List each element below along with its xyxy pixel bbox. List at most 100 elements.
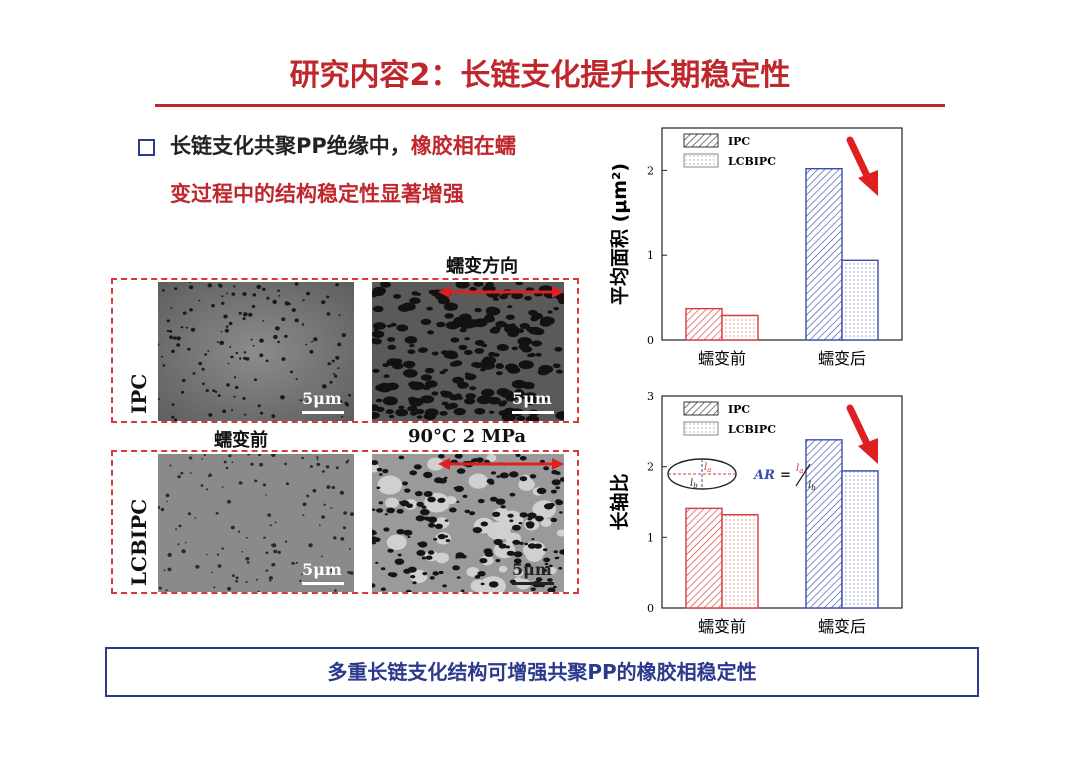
sem-pore	[375, 561, 379, 564]
sem-pore	[441, 401, 449, 406]
sem-pore	[211, 571, 213, 574]
sem-pore	[525, 521, 535, 528]
sem-pore	[160, 507, 165, 512]
sem-pore	[182, 311, 187, 315]
sem-pore	[464, 397, 476, 405]
sem-pore	[478, 498, 485, 504]
sem-pore	[262, 483, 267, 487]
sem-pore	[486, 478, 494, 484]
sem-pore	[271, 414, 276, 418]
sem-pore	[524, 563, 531, 568]
sem-pore	[444, 313, 454, 319]
sem-pore	[265, 551, 269, 555]
sem-pore	[176, 336, 181, 341]
bar-ipc-1	[805, 168, 843, 341]
sem-pore	[556, 369, 563, 374]
sem-pore	[258, 454, 261, 456]
sem-pore	[242, 292, 247, 296]
sem-pore	[505, 314, 515, 320]
sem-pore	[521, 346, 533, 353]
sem-pore	[519, 512, 528, 518]
bullet-square-icon	[138, 139, 155, 156]
sem-pore	[496, 371, 503, 376]
sem-pore	[422, 572, 428, 576]
sem-pore	[421, 385, 431, 391]
sem-pore	[171, 403, 175, 406]
sem-pore	[518, 522, 523, 525]
sem-pore	[386, 507, 395, 514]
sem-pore	[382, 396, 398, 406]
sem-pore	[448, 354, 457, 360]
bullet-line-2: 变过程中的结构稳定性显著增强	[170, 182, 464, 206]
sem-pore	[434, 523, 443, 529]
sem-pore	[295, 378, 298, 380]
sem-pore	[284, 462, 287, 466]
sem-pore	[431, 351, 439, 356]
y-axis-label: 平均面积 (μm²)	[608, 163, 631, 305]
sem-pore	[558, 566, 563, 570]
sem-pore	[162, 289, 165, 292]
sem-pore	[182, 378, 186, 383]
sem-pore	[384, 513, 388, 516]
sem-pore	[259, 462, 264, 467]
legend-label-ipc: IPC	[728, 403, 750, 416]
sem-pore	[438, 570, 444, 575]
sem-pore	[189, 472, 192, 474]
sem-pore	[396, 324, 409, 332]
sem-pore	[158, 505, 160, 510]
sem-pore	[165, 589, 168, 592]
sem-pore	[543, 557, 551, 563]
sem-pore	[440, 390, 448, 395]
sem-pore	[404, 336, 418, 344]
sem-pore	[527, 385, 535, 390]
sem-pore	[409, 411, 418, 416]
sem-pore	[426, 306, 433, 311]
sem-pore	[543, 466, 550, 471]
sem-pore	[259, 353, 264, 358]
sem-pore	[439, 370, 446, 375]
sem-pore	[291, 308, 296, 312]
sem-pore	[531, 538, 535, 541]
sem-pore	[331, 485, 336, 490]
sem-pore	[407, 536, 411, 538]
sem-pore	[181, 549, 186, 554]
sem-pore	[334, 589, 337, 592]
sem-pore	[445, 496, 457, 505]
sem-pore	[531, 340, 542, 347]
sem-pore	[431, 391, 439, 396]
sem-pore	[503, 323, 512, 329]
sem-pore	[506, 550, 515, 556]
sem-pore	[169, 464, 172, 467]
sem-pore	[554, 346, 563, 352]
sem-pore	[383, 527, 390, 532]
sem-pore	[277, 550, 281, 554]
legend-label-lcbipc: LCBIPC	[728, 423, 776, 436]
sem-pore	[383, 374, 390, 378]
sem-pore	[417, 542, 421, 545]
sem-pore	[427, 550, 435, 555]
sem-pore	[372, 536, 378, 542]
sem-pore	[180, 471, 184, 475]
sem-pore	[474, 307, 482, 313]
sem-pore	[499, 472, 509, 479]
sem-pore	[552, 363, 561, 369]
sem-pore	[169, 329, 173, 333]
sem-pore	[551, 470, 558, 475]
sem-pore	[301, 323, 305, 326]
sem-pore	[407, 405, 418, 412]
sem-pore	[190, 327, 196, 332]
sem-pore	[387, 572, 394, 577]
sem-pore	[420, 395, 435, 404]
sem-pore	[343, 511, 347, 515]
sem-pore	[250, 462, 254, 466]
sem-pore	[558, 297, 564, 305]
sem-pore	[511, 292, 524, 300]
sem-pore	[386, 324, 392, 328]
sem-pore	[221, 547, 224, 550]
scalebar-ipc-after	[512, 411, 554, 414]
sem-pore	[545, 565, 549, 569]
sem-pore	[175, 528, 178, 530]
sem-pore	[488, 581, 499, 588]
sem-pore	[321, 515, 325, 519]
sem-pore	[163, 569, 166, 572]
